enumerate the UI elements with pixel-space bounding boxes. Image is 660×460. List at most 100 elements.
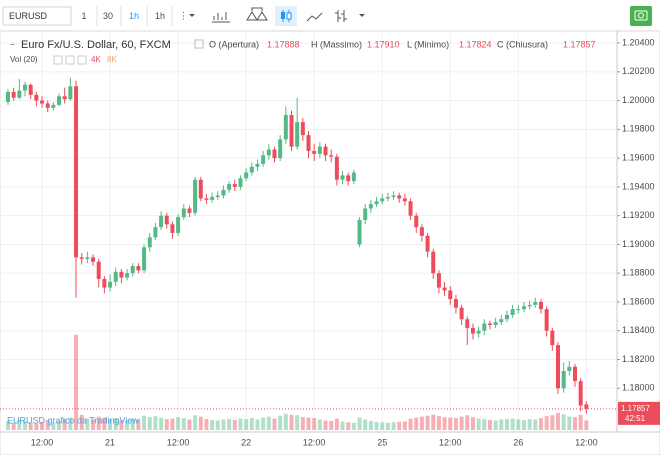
candle-body [510, 309, 515, 315]
volume-bar [204, 419, 209, 430]
candle-body [85, 257, 90, 259]
volume-bar [470, 417, 475, 430]
candle-body [153, 227, 158, 238]
candle-body [176, 217, 181, 233]
volume-bar [227, 419, 232, 430]
candle-body [561, 371, 566, 389]
candle-body [533, 301, 538, 305]
indicators-icon[interactable] [212, 12, 230, 23]
volume-bar [504, 419, 509, 430]
x-tick-label: 21 [105, 437, 115, 447]
camera-icon[interactable] [634, 10, 648, 21]
candle-body [96, 261, 101, 279]
candles-icon[interactable] [281, 12, 285, 19]
volume-bar [244, 419, 249, 430]
volume-bar [465, 415, 470, 430]
interval[interactable]: 1h [155, 11, 165, 21]
volume-bar [159, 417, 164, 430]
volume-bar [402, 421, 407, 430]
candle-body [68, 86, 73, 100]
candle-body [397, 195, 402, 199]
volume-bar [249, 418, 254, 430]
volume-bar [125, 420, 130, 430]
candle-body [334, 156, 339, 180]
volume-bar [510, 418, 515, 430]
candle-body [28, 84, 33, 95]
legend-label: C (Chiusura) [497, 39, 548, 49]
interval[interactable]: 1 [81, 11, 86, 21]
volume-bar [385, 422, 390, 430]
volume-bar [442, 417, 447, 430]
eye-icon[interactable] [53, 55, 63, 65]
legend-label: H (Massimo) [311, 39, 362, 49]
candle-body [306, 135, 311, 151]
volume-value: 8K [107, 55, 117, 64]
candle-body [425, 235, 430, 252]
candle-body [504, 314, 509, 320]
candle-body [6, 91, 10, 103]
y-tick-label: 1.19400 [622, 181, 655, 191]
volume-bar [57, 421, 62, 430]
candles-icon[interactable] [286, 12, 292, 20]
settings-icon[interactable] [65, 55, 75, 65]
y-tick-label: 1.18400 [622, 325, 655, 335]
menu-icon[interactable]: ⋮ [179, 10, 188, 20]
candle-body [408, 201, 413, 216]
candle-body [448, 290, 453, 300]
candles-button[interactable] [275, 6, 297, 26]
volume-bar [193, 415, 198, 430]
volume-bar [17, 419, 22, 430]
volume-bar [448, 417, 453, 430]
close-icon[interactable] [77, 55, 87, 65]
volume-bar [278, 415, 283, 430]
candle-body [351, 172, 356, 182]
camera-icon[interactable] [638, 12, 644, 19]
candle-body [493, 322, 498, 325]
volume-bar [108, 419, 113, 430]
candle-body [244, 172, 249, 179]
interval[interactable]: 1h [129, 11, 139, 21]
volume-bar [346, 422, 351, 430]
settings-icon[interactable] [194, 39, 204, 49]
collapse-icon[interactable]: − [10, 40, 15, 49]
volume-bar [283, 413, 288, 430]
volume-bar [261, 417, 266, 430]
line-icon[interactable] [306, 12, 323, 22]
volume-bar [323, 420, 328, 430]
candle-body [159, 215, 164, 228]
volume-bar [414, 417, 419, 430]
candle-body [499, 319, 504, 323]
candle-body [374, 201, 379, 205]
volume-bar [550, 415, 555, 430]
candle-body [442, 287, 447, 291]
compare-icon[interactable] [246, 7, 268, 21]
candle-body [453, 299, 458, 308]
y-tick-label: 1.19600 [622, 153, 655, 163]
volume-bar [380, 422, 385, 430]
candle-body [459, 307, 464, 320]
dropdown-icon[interactable] [189, 14, 195, 17]
candle-body [221, 189, 226, 196]
volume-bar [482, 419, 487, 430]
interval[interactable]: 30 [103, 11, 113, 21]
volume-bar [119, 420, 124, 430]
volume-bar [272, 418, 277, 430]
volume-bar [221, 419, 226, 430]
dropdown-icon[interactable] [359, 14, 365, 17]
countdown: 42:51 [625, 414, 646, 423]
candle-body [125, 273, 130, 278]
last-price-box [618, 401, 660, 425]
watermark[interactable]: EURUSD grafico da TradingView [7, 415, 139, 425]
bars-icon[interactable] [335, 10, 347, 22]
candle-body [340, 175, 345, 180]
candle-body [34, 94, 39, 101]
candle-body [204, 198, 209, 200]
symbol-box[interactable] [2, 6, 72, 26]
symbol[interactable]: EURUSD [9, 11, 48, 21]
volume-bar [578, 414, 583, 430]
candle-body [419, 227, 424, 236]
candle-body [300, 122, 305, 136]
snapshot-button[interactable] [630, 6, 652, 26]
volume-bar [431, 414, 436, 430]
